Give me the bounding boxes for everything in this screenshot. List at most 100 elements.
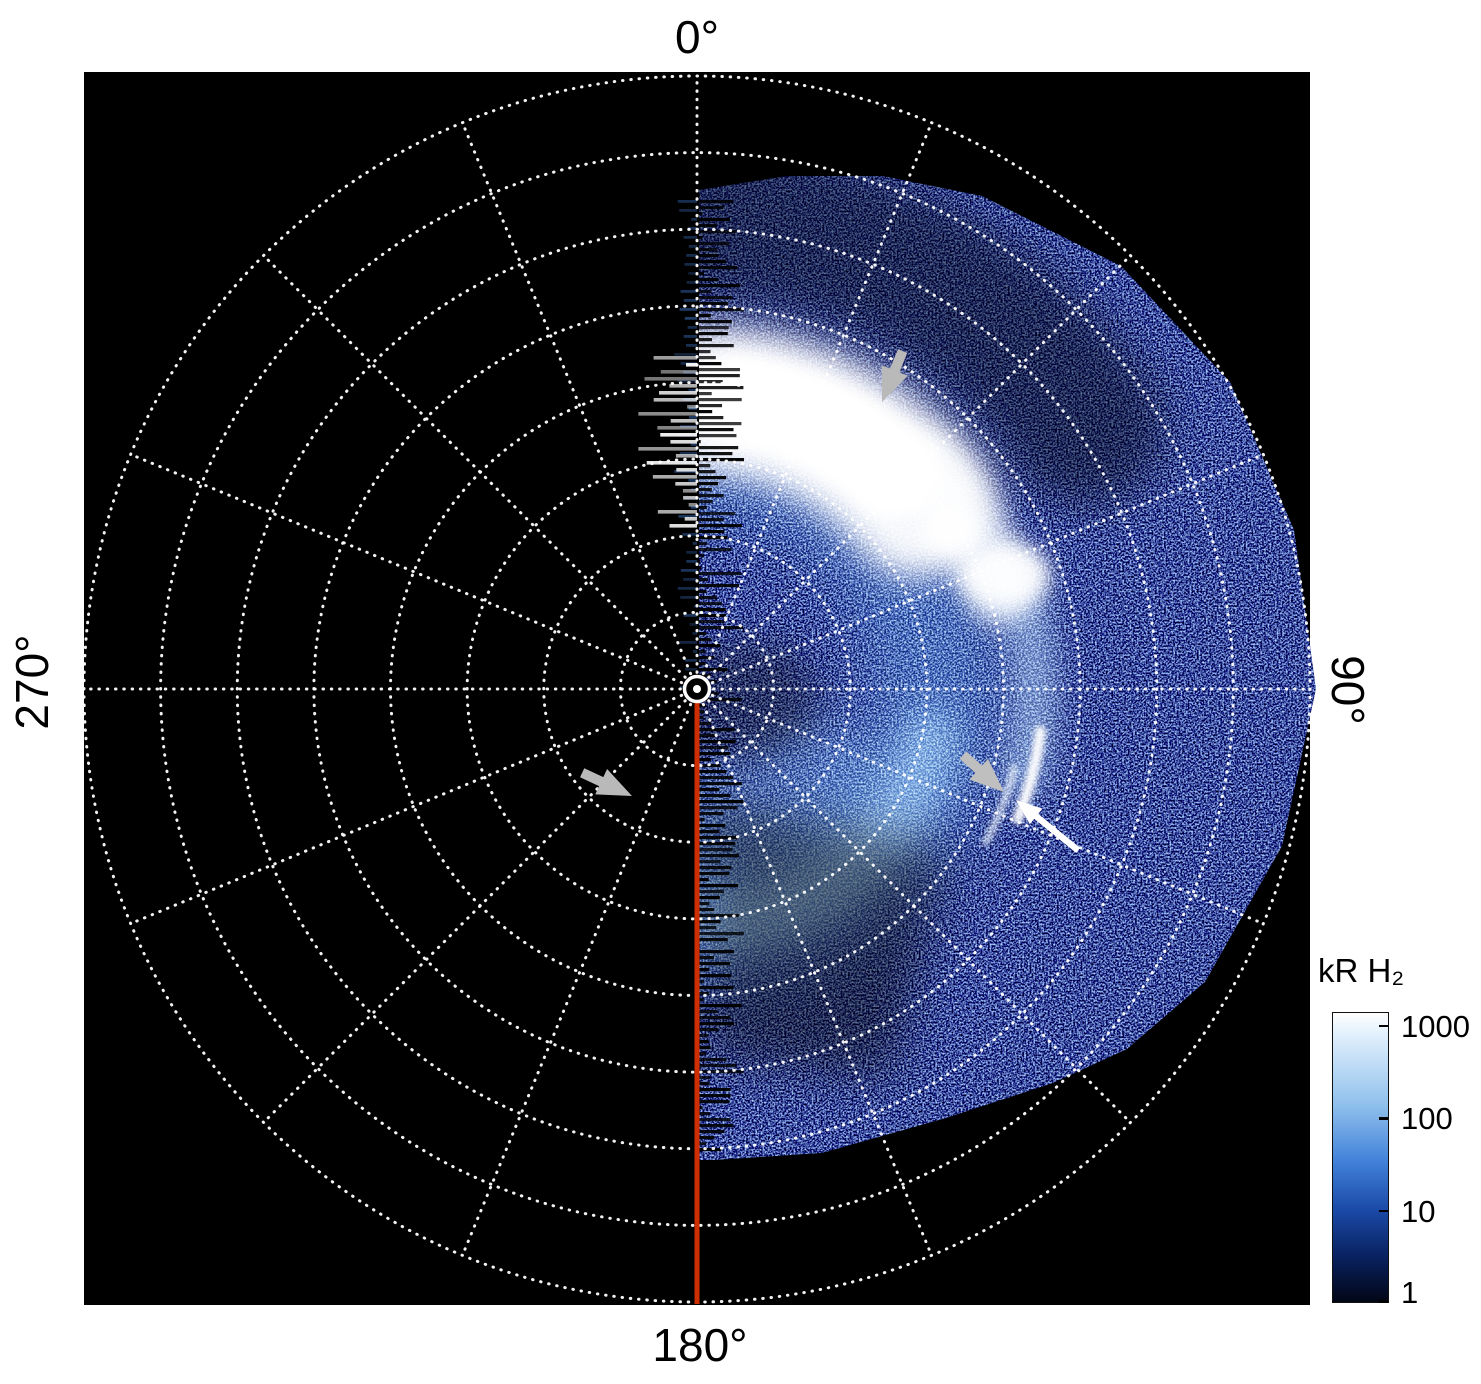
edge-streak [699, 1148, 722, 1152]
edge-streak [679, 209, 697, 212]
edge-streak [699, 836, 739, 840]
edge-streak [699, 812, 724, 816]
edge-streak [699, 608, 726, 612]
edge-streak [699, 962, 731, 966]
edge-streak [699, 392, 712, 396]
edge-streak [699, 794, 731, 798]
edge-streak [699, 806, 738, 810]
aurora-features [699, 176, 1165, 1080]
edge-streak [688, 389, 697, 392]
edge-streak [679, 641, 697, 644]
edge-streak [699, 854, 739, 858]
edge-streak [699, 296, 733, 300]
edge-streak [653, 356, 697, 360]
edge-streak [683, 496, 697, 500]
edge-streak [699, 1040, 709, 1044]
edge-streak [699, 596, 717, 600]
edge-streak [699, 212, 703, 216]
edge-streak [699, 1034, 709, 1038]
edge-streak [699, 356, 716, 360]
edge-streak [699, 314, 711, 318]
edge-streak [660, 370, 697, 374]
edge-streak [680, 596, 697, 599]
edge-streak [689, 416, 697, 419]
edge-streak [699, 908, 714, 912]
edge-streak [699, 1118, 731, 1122]
dark-region [705, 800, 950, 1080]
edge-streak [687, 227, 697, 230]
grid-spoke [695, 121, 934, 691]
edge-streak [660, 433, 697, 437]
colorbar-tick-label: 1000 [1401, 1008, 1470, 1044]
edge-streak [699, 644, 721, 648]
edge-streak [699, 482, 719, 486]
edge-streak [699, 464, 711, 468]
edge-streak [699, 380, 723, 384]
edge-streak [699, 926, 717, 930]
edge-streak [699, 650, 706, 654]
colorbar-tick-mark [1379, 1209, 1388, 1213]
edge-streak [699, 938, 728, 942]
edge-streak [699, 1088, 731, 1092]
edge-streak [686, 560, 697, 563]
edge-streak [699, 920, 721, 924]
edge-streak [699, 368, 741, 372]
edge-streak [699, 572, 742, 576]
edge-streak [699, 1130, 725, 1134]
edge-streak [652, 475, 697, 479]
edge-streak [688, 503, 697, 507]
edge-streak [699, 602, 722, 606]
edge-streak [699, 242, 730, 246]
colorbar [1332, 1012, 1389, 1303]
edge-streak [699, 278, 719, 282]
edge-streak [683, 371, 697, 374]
edge-streak [699, 308, 744, 312]
grid-spoke [695, 254, 1132, 691]
edge-streak [699, 1094, 731, 1098]
edge-streak [699, 830, 720, 834]
edge-streak [638, 412, 697, 416]
edge-streak [699, 494, 724, 498]
edge-streak [699, 950, 735, 954]
grid-spoke [695, 687, 1132, 1124]
edge-streak [688, 272, 697, 275]
aurora-glow-arc [1012, 725, 1046, 825]
edge-streak [699, 1070, 744, 1074]
edge-streak [699, 554, 705, 558]
edge-streak [699, 1010, 718, 1014]
edge-streak [689, 623, 697, 626]
edge-streak [699, 422, 742, 426]
edge-streak [692, 632, 697, 635]
colorbar-tick-label: 100 [1401, 1101, 1453, 1137]
edge-streak [699, 1064, 737, 1068]
scanline-streaks-outer [638, 200, 697, 689]
edge-streak [699, 206, 724, 210]
edge-streak [699, 398, 742, 402]
edge-streak [699, 230, 737, 234]
pole-dot [693, 685, 701, 693]
edge-streak [699, 200, 734, 204]
edge-streak [699, 362, 722, 366]
edge-streak [646, 461, 697, 465]
edge-streak [699, 404, 723, 408]
edge-streak [683, 578, 697, 581]
grid-ring [159, 151, 1235, 1227]
edge-streak [644, 377, 697, 381]
edge-streak [699, 818, 705, 822]
edge-streak [699, 884, 739, 888]
edge-streak [683, 614, 697, 617]
edge-streak [684, 317, 697, 320]
edge-streak [699, 500, 713, 504]
edge-streak [686, 254, 697, 257]
edge-streak [699, 758, 712, 762]
edge-streak [699, 872, 730, 876]
edge-streak [699, 1106, 703, 1110]
edge-streak [699, 710, 705, 714]
edge-streak [684, 659, 697, 662]
colorbar-title: kR H₂ [1318, 952, 1405, 989]
edge-streak [699, 248, 717, 252]
edge-streak [687, 405, 697, 409]
edge-streak [699, 326, 729, 330]
